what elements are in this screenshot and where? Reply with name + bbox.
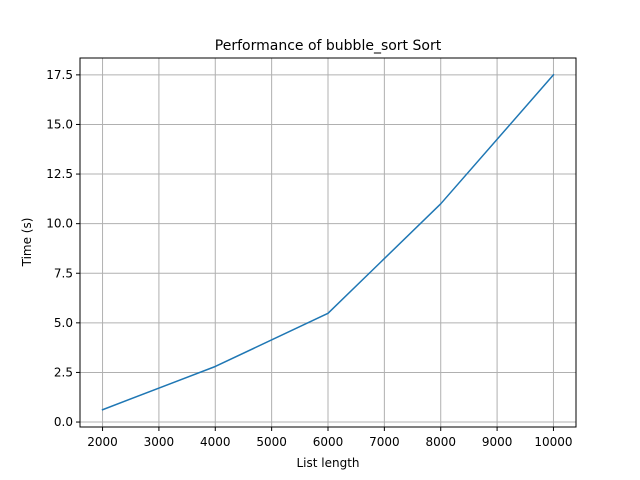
x-tick-label: 9000 — [482, 435, 513, 449]
series-layer — [101, 73, 555, 411]
x-tick-label: 5000 — [256, 435, 287, 449]
y-tick-label: 10.0 — [46, 217, 73, 231]
x-tick-label: 4000 — [200, 435, 231, 449]
y-axis: 0.0 2.5 5.0 7.5 10.0 12.5 15.0 17.5 — [46, 68, 80, 429]
chart-title: Performance of bubble_sort Sort — [215, 38, 442, 54]
x-tick-label: 2000 — [87, 435, 118, 449]
y-axis-label: Time (s) — [20, 218, 34, 268]
y-tick-label: 2.5 — [54, 365, 73, 379]
x-axis-label: List length — [296, 456, 359, 470]
grid — [80, 58, 576, 427]
x-tick-label: 7000 — [369, 435, 400, 449]
x-tick-label: 8000 — [425, 435, 456, 449]
x-tick-label: 3000 — [144, 435, 175, 449]
y-tick-label: 5.0 — [54, 316, 73, 330]
y-tick-label: 7.5 — [54, 266, 73, 280]
series-line — [101, 73, 555, 411]
x-tick-label: 10000 — [534, 435, 572, 449]
y-tick-label: 12.5 — [46, 167, 73, 181]
y-tick-label: 17.5 — [46, 68, 73, 82]
x-tick-label: 6000 — [313, 435, 344, 449]
x-axis: 2000 3000 4000 5000 6000 7000 8000 9000 10000 — [87, 427, 573, 449]
y-tick-label: 0.0 — [54, 415, 73, 429]
y-tick-label: 15.0 — [46, 117, 73, 131]
